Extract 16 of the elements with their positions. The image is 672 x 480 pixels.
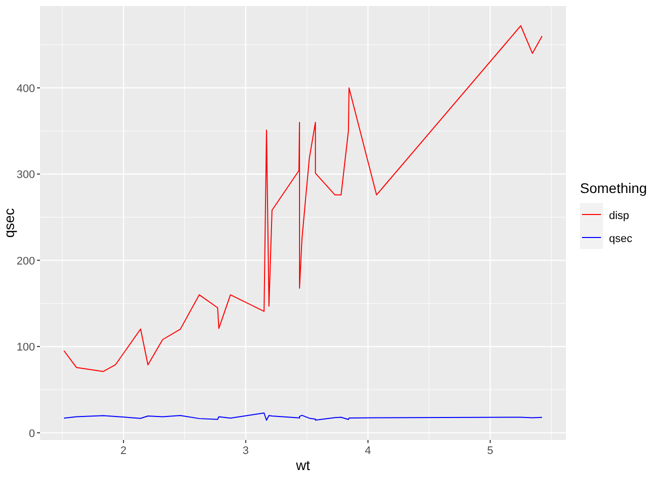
x-tick-label: 2 <box>120 445 127 457</box>
legend-label: disp <box>609 210 630 222</box>
y-axis-title: qsec <box>1 208 17 238</box>
x-axis-title: wt <box>295 457 310 473</box>
y-tick-label: 400 <box>16 82 35 95</box>
line-series <box>63 412 543 421</box>
y-tick-label: 300 <box>16 169 35 182</box>
y-tick-label: 0 <box>28 428 35 440</box>
y-tick-label: 200 <box>16 255 35 268</box>
x-tick-label: 5 <box>487 445 494 457</box>
line-series <box>63 25 543 372</box>
legend-title: Something <box>580 180 647 196</box>
x-tick-label: 3 <box>242 445 249 457</box>
y-tick-label: 100 <box>16 342 35 354</box>
legend-label: qsec <box>609 233 633 245</box>
x-tick-label: 4 <box>364 445 372 457</box>
